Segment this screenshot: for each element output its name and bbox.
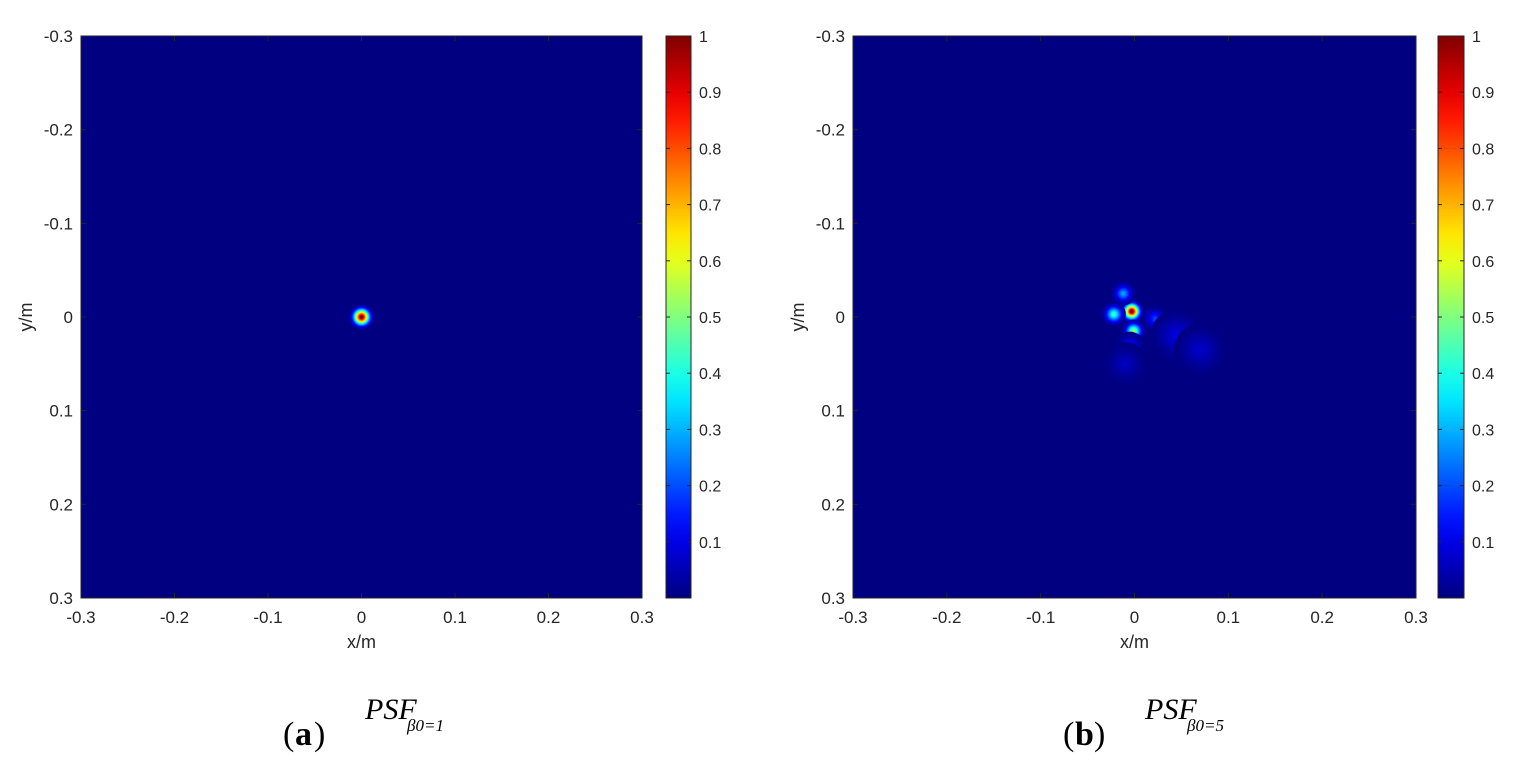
colorbar-tick-label: 0.6 xyxy=(699,254,721,271)
y-tick-label: 0.1 xyxy=(49,402,73,421)
colorbar-tick-label: 0.3 xyxy=(1472,422,1494,439)
colorbar-tick-label: 0.2 xyxy=(699,479,721,496)
peak-3-core xyxy=(1121,291,1126,296)
x-tick-label: 0.1 xyxy=(1217,608,1241,627)
x-tick-label: 0 xyxy=(357,608,366,627)
heatmap-peaks xyxy=(1101,281,1227,386)
colorbar-tick-label: 0.8 xyxy=(1472,141,1494,158)
peak-0-core xyxy=(1129,309,1134,314)
colorbar-tick-label: 0.3 xyxy=(699,422,721,439)
x-tick-label: -0.2 xyxy=(932,608,961,627)
peak-0-core xyxy=(359,315,364,319)
x-tick-label: 0.2 xyxy=(537,608,561,627)
y-tick-label: -0.2 xyxy=(44,121,73,140)
colorbar-tick-label: 0.7 xyxy=(699,198,721,215)
colorbar-tick-label: 0.6 xyxy=(1472,254,1494,271)
colorbar-tick-label: 0.7 xyxy=(1472,198,1494,215)
colorbar-gradient xyxy=(665,35,692,599)
y-tick-label: -0.3 xyxy=(816,27,845,46)
caption-psf: PSF xyxy=(1144,693,1197,726)
colorbar-tick-label: 0.5 xyxy=(1472,310,1494,327)
y-tick-label: -0.1 xyxy=(816,214,845,233)
x-tick-label: -0.1 xyxy=(253,608,282,627)
y-tick-label: 0.2 xyxy=(49,495,73,514)
x-tick-label: 0.1 xyxy=(443,608,467,627)
caption-subscript: β0=1 xyxy=(406,716,444,735)
caption-paren-open: ( xyxy=(283,716,294,753)
colorbar-tick-label: 0.5 xyxy=(699,310,721,327)
y-tick-label: 0.2 xyxy=(821,495,845,514)
x-tick-label: 0.3 xyxy=(1404,608,1428,627)
colorbar-tick-label: 1 xyxy=(1472,29,1481,46)
colorbar-tick-label: 0.1 xyxy=(1472,535,1494,552)
y-tick-label: 0 xyxy=(64,308,73,327)
colorbar-tick-label: 0.9 xyxy=(699,85,721,102)
x-tick-label: -0.3 xyxy=(838,608,867,627)
heatmap-peaks xyxy=(349,305,374,329)
colorbar-tick-label: 0.2 xyxy=(1472,479,1494,496)
peak-2-core xyxy=(1131,329,1136,333)
caption-paren-close: ) xyxy=(1094,716,1105,753)
caption-letter: b xyxy=(1075,716,1094,753)
colorbar-tick-label: 0.4 xyxy=(699,366,721,383)
x-tick-label: 0.2 xyxy=(1310,608,1334,627)
colorbar-gradient xyxy=(1437,35,1465,599)
caption-psf: PSF xyxy=(364,693,417,726)
panel-a: -0.3 -0.2 -0.1 0 0.1 0.2 0.3-0.3-0.2-0.100.10.… xyxy=(16,27,721,753)
colorbar: 0.1 0.2 0.3 0.4 0.5 0.6 0.7 0.8 0.9 1 xyxy=(665,29,721,599)
x-tick-label: -0.1 xyxy=(1026,608,1055,627)
y-tick-label: -0.3 xyxy=(44,27,73,46)
x-tick-label: -0.2 xyxy=(160,608,189,627)
x-axis-label: x/m xyxy=(1120,632,1149,652)
y-tick-label: 0 xyxy=(836,308,845,327)
x-tick-label: 0 xyxy=(1130,608,1139,627)
colorbar-tick-label: 0.4 xyxy=(1472,366,1494,383)
colorbar-tick-label: 0.1 xyxy=(699,535,721,552)
y-axis-label: y/m xyxy=(16,303,36,332)
colorbar-tick-label: 0.9 xyxy=(1472,85,1494,102)
y-tick-label: 0.1 xyxy=(821,402,845,421)
caption-subscript: β0=5 xyxy=(1186,716,1224,735)
x-tick-label: 0.3 xyxy=(630,608,654,627)
y-tick-label: -0.2 xyxy=(816,121,845,140)
caption-letter: a xyxy=(295,716,312,753)
colorbar-tick-label: 1 xyxy=(699,29,708,46)
peak-8-core xyxy=(1121,360,1129,368)
peak-7-core xyxy=(1196,345,1205,354)
x-axis-label: x/m xyxy=(347,632,376,652)
y-tick-label: 0.3 xyxy=(49,589,73,608)
panel-b: -0.3 -0.2 -0.1 0 0.1 0.2 0.3-0.3-0.2-0.100.10.… xyxy=(788,27,1494,753)
y-tick-label: 0.3 xyxy=(821,589,845,608)
colorbar-tick-label: 0.8 xyxy=(699,141,721,158)
y-tick-label: -0.1 xyxy=(44,214,73,233)
caption-paren-open: ( xyxy=(1063,716,1074,753)
caption-paren-close: ) xyxy=(314,716,325,753)
y-axis-label: y/m xyxy=(788,303,808,332)
colorbar: 0.1 0.2 0.3 0.4 0.5 0.6 0.7 0.8 0.9 1 xyxy=(1437,29,1494,599)
peak-1-core xyxy=(1112,312,1116,316)
x-tick-label: -0.3 xyxy=(66,608,95,627)
